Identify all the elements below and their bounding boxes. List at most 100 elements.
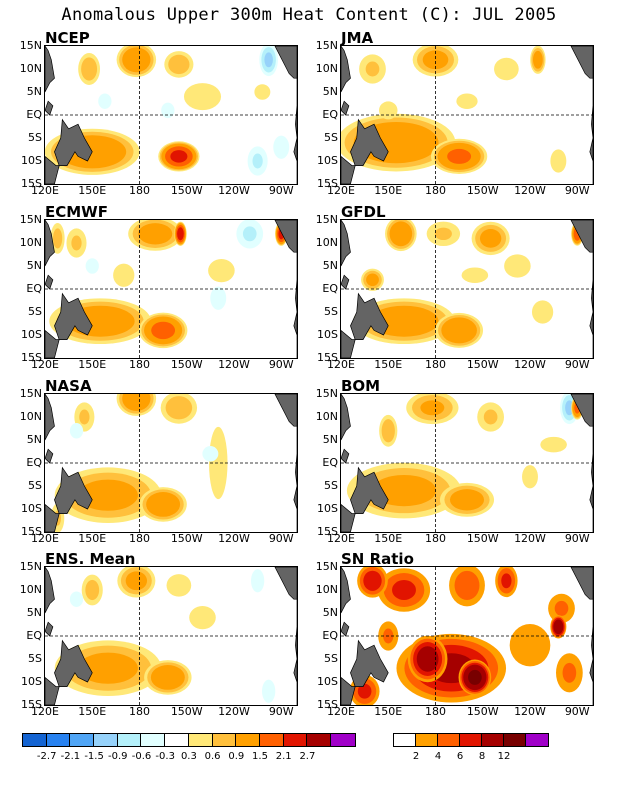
land-mask xyxy=(570,394,593,532)
colorbar-swatch xyxy=(212,734,237,746)
lat-tick-label: 10N xyxy=(315,583,338,596)
contour-fill xyxy=(392,580,416,600)
lat-tick-label: 10N xyxy=(19,62,42,75)
sn-ratio-colorbar xyxy=(393,733,549,747)
land-mask xyxy=(45,118,93,184)
lon-tick-label: 120W xyxy=(218,705,250,718)
contour-fill xyxy=(79,409,90,425)
lon-tick-label: 150E xyxy=(78,705,107,718)
contour-fill xyxy=(553,619,564,635)
lon-tick-label: 90W xyxy=(268,358,294,371)
contour-fill xyxy=(150,665,185,690)
land-mask xyxy=(341,220,351,267)
lon-tick-label: 150E xyxy=(78,532,107,545)
contour-fill xyxy=(252,153,263,169)
contour-fill xyxy=(522,465,538,489)
lat-tick-label: 10S xyxy=(317,675,338,688)
lon-tick-label: 120E xyxy=(327,358,355,371)
land-mask xyxy=(45,394,55,441)
contour-fill xyxy=(366,273,379,287)
map-plot xyxy=(341,220,593,358)
map-plot xyxy=(341,46,593,184)
map-panel xyxy=(340,45,594,185)
contour-fill xyxy=(210,286,227,310)
land-mask xyxy=(45,220,55,267)
lat-tick-label: 10N xyxy=(19,236,42,249)
contour-fill xyxy=(98,93,112,109)
lon-tick-label: 120W xyxy=(514,705,546,718)
map-panel xyxy=(44,219,298,359)
lon-tick-label: 180 xyxy=(425,184,446,197)
colorbar-tick-label: 0.3 xyxy=(180,751,197,762)
contour-fill xyxy=(170,150,188,163)
lon-tick-label: 90W xyxy=(564,705,590,718)
contour-fill xyxy=(138,223,173,245)
lat-tick-label: 10S xyxy=(317,154,338,167)
lat-tick-label: 15S xyxy=(317,698,338,711)
land-mask xyxy=(45,46,55,93)
contour-fill xyxy=(113,263,135,287)
colorbar-swatch xyxy=(188,734,213,746)
land-mask xyxy=(45,100,54,116)
colorbar-swatch xyxy=(460,734,482,746)
contour-fill xyxy=(122,47,151,73)
lat-tick-label: 5N xyxy=(26,606,42,619)
lon-tick-label: 180 xyxy=(425,705,446,718)
contour-fill xyxy=(483,409,498,425)
contour-fill xyxy=(447,148,472,164)
contour-fill xyxy=(371,474,437,507)
lat-tick-label: 15N xyxy=(19,213,42,226)
lat-tick-label: 15N xyxy=(315,560,338,573)
land-mask xyxy=(341,621,350,637)
lat-tick-label: 5S xyxy=(28,479,42,492)
lat-tick-label: 15N xyxy=(315,39,338,52)
contour-fill xyxy=(81,57,98,81)
land-mask xyxy=(570,46,593,184)
lon-tick-label: 150W xyxy=(466,532,499,545)
contour-fill xyxy=(363,570,382,591)
contour-fill xyxy=(183,83,222,111)
colorbar-swatch xyxy=(23,734,47,746)
contour-fill xyxy=(166,574,192,597)
lat-tick-label: 5S xyxy=(324,479,338,492)
lon-tick-label: 120E xyxy=(327,705,355,718)
lat-tick-label: 15S xyxy=(21,351,42,364)
lon-tick-label: 90W xyxy=(564,532,590,545)
lat-tick-label: 5S xyxy=(324,305,338,318)
colorbar-swatch xyxy=(394,734,416,746)
map-panel xyxy=(340,566,594,706)
panel-title: NCEP xyxy=(45,29,90,47)
contour-fill xyxy=(78,479,138,511)
colorbar-tick-label: 2.1 xyxy=(275,751,292,762)
contour-fill xyxy=(262,679,276,703)
contour-fill xyxy=(273,135,290,159)
contour-fill xyxy=(161,102,175,119)
lat-tick-label: 5S xyxy=(324,652,338,665)
colorbar-swatch xyxy=(482,734,504,746)
colorbar-swatch xyxy=(94,734,118,746)
contour-fill xyxy=(468,669,482,685)
contour-fill xyxy=(151,321,176,340)
lat-tick-label: EQ xyxy=(322,456,338,469)
land-mask xyxy=(341,274,350,290)
lon-tick-label: 90W xyxy=(268,532,294,545)
lat-tick-label: 5N xyxy=(322,606,338,619)
lat-tick-label: 15S xyxy=(317,177,338,190)
lon-tick-label: 180 xyxy=(425,532,446,545)
lat-tick-label: 5N xyxy=(322,259,338,272)
lat-tick-label: EQ xyxy=(26,629,42,642)
lon-tick-label: 150E xyxy=(374,705,403,718)
contour-fill xyxy=(550,149,567,173)
contour-fill xyxy=(177,227,184,241)
contour-fill xyxy=(357,683,372,699)
lat-tick-label: EQ xyxy=(322,629,338,642)
land-mask xyxy=(341,118,389,184)
land-mask xyxy=(570,567,593,705)
map-panel xyxy=(340,219,594,359)
lat-tick-label: 5N xyxy=(322,433,338,446)
land-mask xyxy=(341,567,351,614)
map-plot xyxy=(45,394,297,532)
contour-fill xyxy=(509,624,551,667)
land-mask xyxy=(274,220,297,358)
lon-tick-label: 180 xyxy=(425,358,446,371)
